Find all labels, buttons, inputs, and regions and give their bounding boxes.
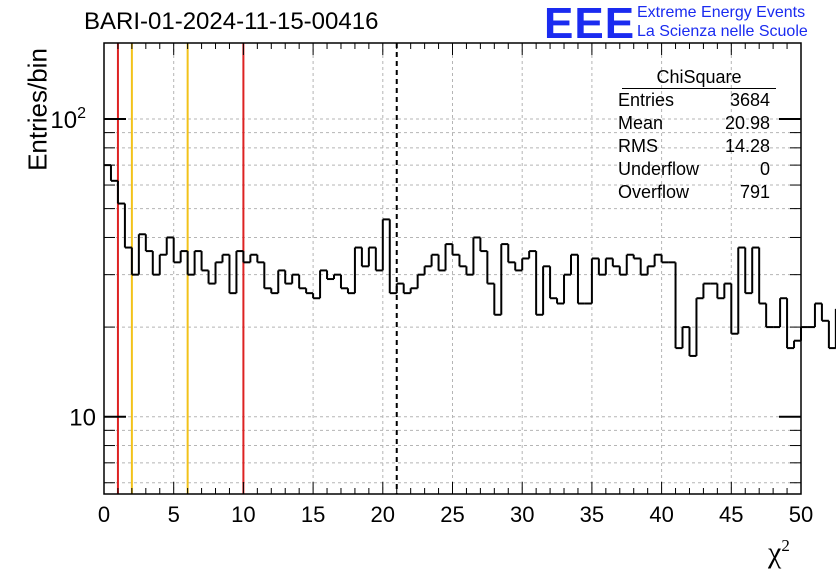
- stats-value: 3684: [729, 90, 770, 110]
- x-tick-label: 30: [510, 502, 534, 527]
- stats-title: ChiSquare: [622, 66, 776, 89]
- x-tick-label: 50: [789, 502, 813, 527]
- stats-value: 791: [739, 182, 770, 202]
- x-tick-label: 10: [231, 502, 255, 527]
- x-tick-label: 0: [98, 502, 110, 527]
- brand-line-2: La Scienza nelle Scuole: [637, 23, 808, 40]
- stats-label: Entries: [618, 90, 675, 110]
- x-tick-label: 25: [440, 502, 464, 527]
- y-tick-label-exponent: 2: [77, 105, 86, 122]
- stats-rows: Entries 3684 Mean 20.98 RMS 14.28 Underflow 0 Ov…: [612, 89, 776, 204]
- y-tick-label: 10: [69, 405, 96, 432]
- x-tick-label: 40: [649, 502, 673, 527]
- stats-label: Underflow: [618, 159, 700, 179]
- stats-value: 0: [759, 159, 770, 179]
- y-axis-label: Entries/bin: [22, 48, 53, 171]
- stats-label: Overflow: [618, 182, 690, 202]
- stats-row-mean: Mean 20.98: [612, 112, 776, 135]
- x-tick-label: 15: [301, 502, 325, 527]
- stats-row-rms: RMS 14.28: [612, 135, 776, 158]
- x-tick-label: 45: [719, 502, 743, 527]
- chart-title: BARI-01-2024-11-15-00416: [84, 8, 379, 35]
- stats-value: 20.98: [724, 113, 770, 133]
- stats-label: RMS: [618, 136, 658, 156]
- stats-row-underflow: Underflow 0: [612, 158, 776, 181]
- y-tick-label-base: 10: [50, 107, 77, 134]
- grid-layer: [104, 43, 801, 494]
- eee-logo: EEE: [544, 0, 636, 48]
- y-tick-label: 102: [50, 105, 86, 134]
- axis-ticks: [103, 43, 802, 494]
- stats-label: Mean: [618, 113, 664, 133]
- stats-row-entries: Entries 3684: [612, 89, 776, 112]
- brand-line-1: Extreme Energy Events: [637, 4, 806, 21]
- x-axis-label-base: χ: [768, 536, 782, 569]
- stats-box: ChiSquare Entries 3684 Mean 20.98 RMS 14.28 Un…: [612, 66, 776, 204]
- x-tick-label: 35: [580, 502, 604, 527]
- histogram-layer: [104, 164, 836, 357]
- x-tick-label: 20: [371, 502, 395, 527]
- stats-value: 14.28: [724, 136, 770, 156]
- x-axis-label-sup: 2: [781, 536, 790, 555]
- x-axis-label: χ2: [768, 536, 790, 570]
- stats-row-overflow: Overflow 791: [612, 181, 776, 204]
- x-tick-label: 5: [168, 502, 180, 527]
